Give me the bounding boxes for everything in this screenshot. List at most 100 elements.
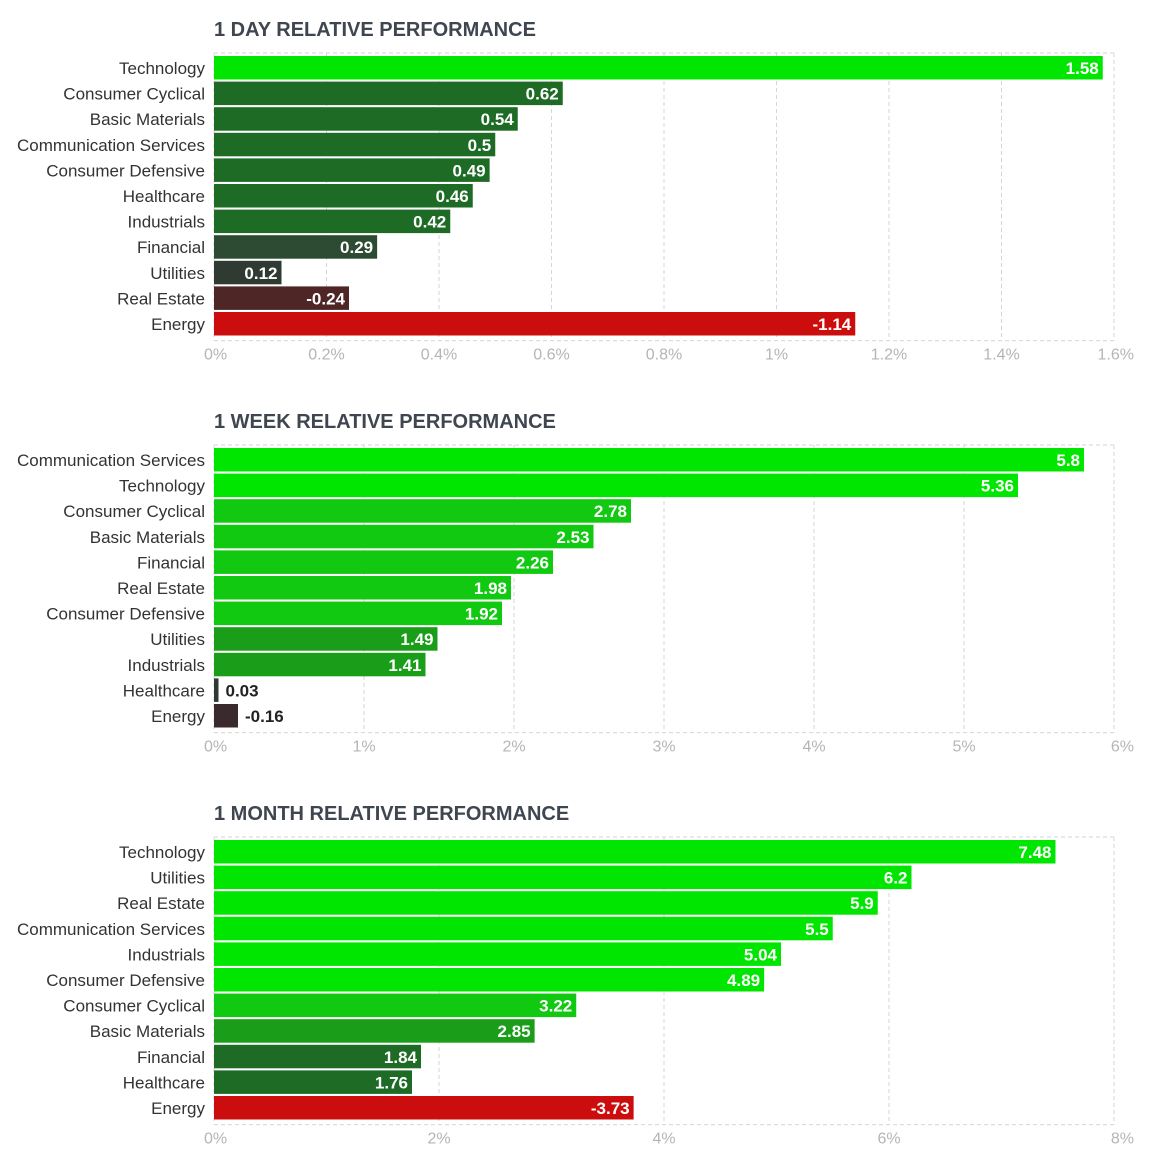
bar xyxy=(214,473,1018,498)
bar xyxy=(214,678,219,702)
category-label: Industrials xyxy=(128,945,205,964)
category-label: Energy xyxy=(151,1099,205,1118)
category-label: Energy xyxy=(151,707,205,726)
x-tick-label: 0% xyxy=(204,1131,227,1148)
bar xyxy=(214,652,426,677)
chart-title: 1 MONTH RELATIVE PERFORMANCE xyxy=(214,803,569,825)
x-tick-label: 0.8% xyxy=(646,347,682,364)
category-label: Basic Materials xyxy=(90,528,205,547)
chart-panel-3: 1 MONTH RELATIVE PERFORMANCE 0% 2% 4% 6% 8% Te… xyxy=(17,803,1134,1148)
bar xyxy=(214,840,1056,864)
value-label: 0.42 xyxy=(413,213,446,232)
value-label: 0.12 xyxy=(244,264,277,283)
category-label: Communication Services xyxy=(17,920,205,939)
category-label: Basic Materials xyxy=(90,110,205,129)
x-tick-label: 0% xyxy=(204,347,227,364)
x-tick-label: 4% xyxy=(802,739,825,756)
category-label: Energy xyxy=(151,315,205,334)
category-label: Financial xyxy=(137,553,205,572)
bar xyxy=(214,704,238,728)
x-tick-label: 1.4% xyxy=(983,347,1019,364)
value-label: 5.8 xyxy=(1056,451,1080,470)
x-tick-label: 0% xyxy=(204,739,227,756)
value-label: -3.73 xyxy=(591,1099,630,1118)
bar xyxy=(214,968,765,992)
value-label: 2.26 xyxy=(516,553,549,572)
category-label: Consumer Cyclical xyxy=(63,997,205,1016)
bar xyxy=(214,1044,421,1069)
bar xyxy=(214,576,511,600)
x-tick-label: 6% xyxy=(877,1131,900,1148)
value-label: -0.16 xyxy=(245,707,284,726)
value-label: 0.54 xyxy=(481,110,515,129)
category-label: Consumer Defensive xyxy=(46,971,205,990)
category-label: Real Estate xyxy=(117,289,205,308)
bar xyxy=(214,499,631,523)
category-label: Real Estate xyxy=(117,579,205,598)
bar xyxy=(214,81,563,106)
bar xyxy=(214,1019,535,1043)
value-label: 1.41 xyxy=(388,656,421,675)
category-label: Financial xyxy=(137,238,205,257)
x-tick-label: 8% xyxy=(1111,1131,1134,1148)
bar xyxy=(214,993,577,1018)
x-tick-label: 0.6% xyxy=(533,347,569,364)
value-label: 1.84 xyxy=(384,1048,418,1067)
category-label: Financial xyxy=(137,1048,205,1067)
chart-title: 1 DAY RELATIVE PERFORMANCE xyxy=(214,19,536,41)
value-label: 0.49 xyxy=(453,161,486,180)
value-label: -0.24 xyxy=(306,289,345,308)
bar xyxy=(214,601,502,626)
x-tick-label: 1.2% xyxy=(871,347,907,364)
value-label: 4.89 xyxy=(727,971,760,990)
category-label: Basic Materials xyxy=(90,1022,205,1041)
category-label: Healthcare xyxy=(123,187,205,206)
bar xyxy=(214,550,553,574)
category-label: Utilities xyxy=(150,264,205,283)
chart-panel-1: 1 DAY RELATIVE PERFORMANCE 0% 0.2% 0.4% 0.6%… xyxy=(17,19,1134,364)
bar xyxy=(214,235,378,259)
category-label: Consumer Cyclical xyxy=(63,502,205,521)
value-label: 1.58 xyxy=(1066,59,1099,78)
x-tick-label: 1% xyxy=(352,739,375,756)
category-label: Industrials xyxy=(128,213,205,232)
bar xyxy=(214,107,518,131)
value-label: 0.62 xyxy=(526,85,559,104)
category-label: Utilities xyxy=(150,869,205,888)
bar xyxy=(214,865,912,890)
bar xyxy=(214,286,349,310)
bar xyxy=(214,158,490,182)
value-label: 6.2 xyxy=(884,869,908,888)
bar xyxy=(214,56,1103,80)
value-label: 2.78 xyxy=(594,502,627,521)
category-label: Technology xyxy=(119,477,206,496)
value-label: 1.98 xyxy=(474,579,507,598)
category-label: Technology xyxy=(119,59,206,78)
bar xyxy=(214,1096,634,1120)
bar xyxy=(214,312,856,336)
category-label: Communication Services xyxy=(17,136,205,155)
value-label: -1.14 xyxy=(813,315,852,334)
category-label: Real Estate xyxy=(117,894,205,913)
x-tick-label: 1% xyxy=(765,347,788,364)
value-label: 5.04 xyxy=(744,945,778,964)
bar xyxy=(214,209,451,234)
value-label: 2.53 xyxy=(556,528,589,547)
category-label: Healthcare xyxy=(123,681,205,700)
category-label: Utilities xyxy=(150,630,205,649)
value-label: 3.22 xyxy=(539,997,572,1016)
bar xyxy=(214,260,282,285)
chart-panel-2: 1 WEEK RELATIVE PERFORMANCE 0% 1% 2% 3% 4% 5% 6… xyxy=(17,411,1134,756)
category-label: Consumer Defensive xyxy=(46,161,205,180)
x-tick-label: 0.4% xyxy=(421,347,457,364)
bar xyxy=(214,627,438,651)
value-label: 1.49 xyxy=(400,630,433,649)
x-tick-label: 5% xyxy=(952,739,975,756)
value-label: 1.76 xyxy=(375,1073,408,1092)
x-tick-label: 2% xyxy=(427,1131,450,1148)
x-tick-label: 4% xyxy=(652,1131,675,1148)
value-label: 7.48 xyxy=(1018,843,1051,862)
x-tick-label: 6% xyxy=(1111,739,1134,756)
value-label: 0.5 xyxy=(468,136,492,155)
